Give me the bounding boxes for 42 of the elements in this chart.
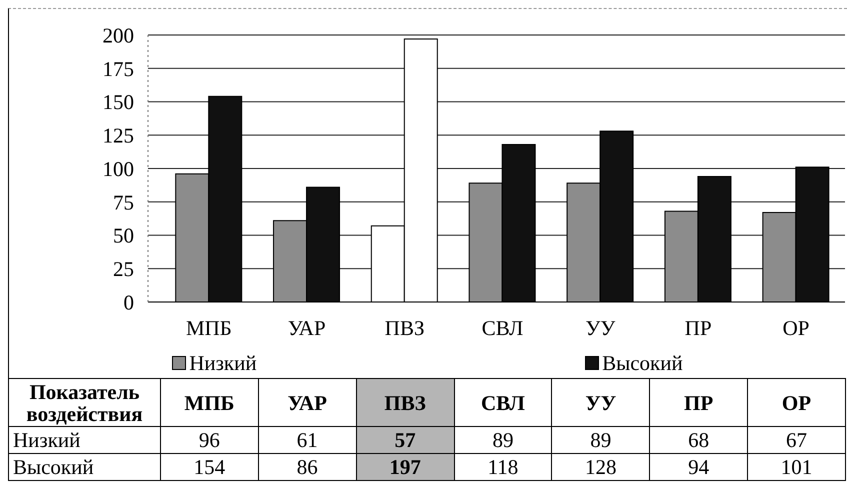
data-label: 101 xyxy=(748,454,846,480)
y-tick-label: 50 xyxy=(113,224,134,248)
data-label: 89 xyxy=(552,426,650,454)
data-label: 57 xyxy=(356,426,454,454)
data-label: 61 xyxy=(258,426,356,454)
category-label: МПБ xyxy=(184,390,234,414)
y-tick-label: 150 xyxy=(102,90,134,114)
x-tick-label: МПБ xyxy=(186,316,232,340)
text: Низкий xyxy=(13,428,80,452)
y-tick-label: 0 xyxy=(124,290,134,314)
y-tick-label: 25 xyxy=(113,257,134,282)
x-tick-label: ПВЗ xyxy=(384,316,424,340)
data-label: 96 xyxy=(160,426,258,454)
y-tick-label: 100 xyxy=(102,156,134,181)
data-label: 94 xyxy=(650,454,748,480)
data-label: 118 xyxy=(454,454,552,480)
y-tick-label: 125 xyxy=(102,124,134,148)
x-tick-label: УУ xyxy=(585,316,616,340)
category-label: ОР xyxy=(782,390,812,414)
category-label: ПР xyxy=(684,390,714,414)
legend-label: Низкий xyxy=(189,350,257,376)
category-label: СВЛ xyxy=(480,390,525,414)
x-tick-label: ПР xyxy=(684,316,712,340)
legend-label: Высокий xyxy=(602,350,683,376)
y-tick-label: 175 xyxy=(102,56,134,81)
data-label: 86 xyxy=(258,454,356,480)
x-tick-label: УАР xyxy=(288,316,326,340)
category-label: ПВЗ xyxy=(384,390,426,414)
y-tick-label: 200 xyxy=(102,23,134,48)
data-label: 68 xyxy=(650,426,748,454)
data-label: 154 xyxy=(160,454,258,480)
x-tick-label: СВЛ xyxy=(482,316,524,340)
data-label: 128 xyxy=(552,454,650,480)
text: Высокий xyxy=(13,455,94,479)
data-label: 67 xyxy=(748,426,846,454)
data-label: 89 xyxy=(454,426,552,454)
category-label: УУ xyxy=(585,390,616,414)
data-label: 197 xyxy=(356,454,454,480)
category-label: УАР xyxy=(288,390,327,414)
x-tick-label: ОР xyxy=(782,316,810,340)
y-tick-label: 75 xyxy=(113,190,134,214)
x-axis-title: Показатель воздействия xyxy=(26,380,143,426)
